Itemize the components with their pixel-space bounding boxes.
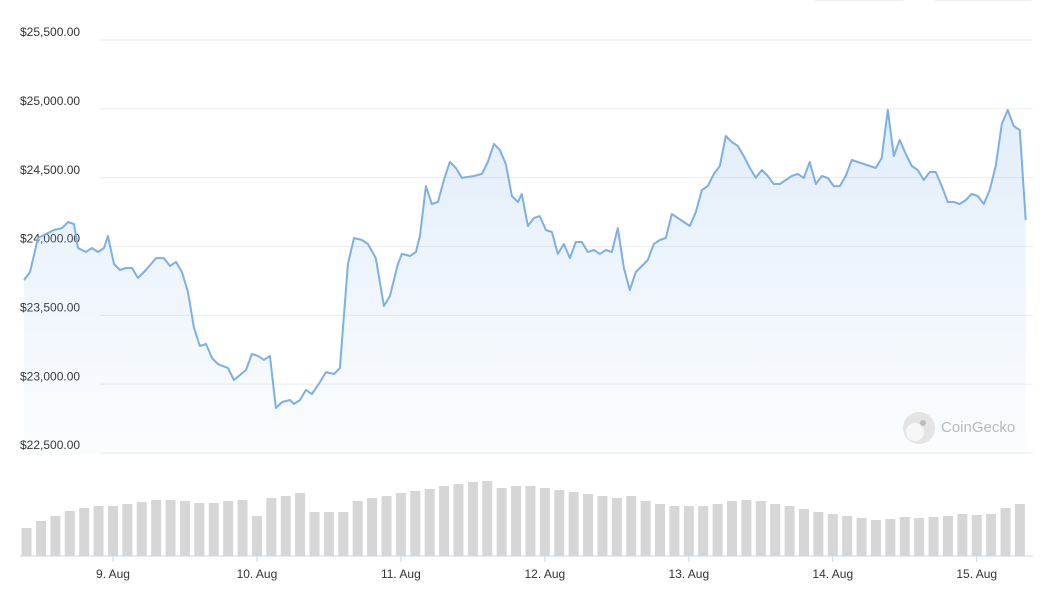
volume-bar [1014, 504, 1025, 556]
volume-bar [856, 518, 867, 556]
volume-bar [784, 506, 795, 556]
volume-bar [323, 512, 334, 556]
volume-bar [352, 501, 363, 556]
x-tick-label: 11. Aug [381, 567, 421, 581]
volume-bar [237, 500, 248, 556]
volume-bar [655, 504, 666, 556]
x-tick-label: 12. Aug [524, 567, 565, 581]
volume-bar [712, 504, 723, 556]
volume-bar [727, 501, 738, 556]
volume-bar [309, 512, 320, 556]
volume-bar [35, 521, 46, 556]
volume-bar [107, 506, 118, 556]
volume-bar [539, 488, 550, 556]
volume-bar [942, 516, 953, 556]
x-tick-label: 9. Aug [96, 567, 130, 581]
volume-bar [511, 486, 522, 556]
price-line [23, 108, 1027, 409]
volume-bar [410, 491, 421, 556]
volume-bar [424, 489, 435, 556]
volume-bar [79, 508, 90, 556]
volume-bar [280, 496, 291, 556]
volume-bar [64, 511, 75, 556]
volume-bar [179, 501, 190, 556]
x-tick-label: 10. Aug [237, 567, 278, 581]
volume-bar [367, 498, 378, 556]
y-tick-label: $25,000.00 [20, 94, 80, 108]
volume-bar [136, 502, 147, 556]
x-tick-label: 13. Aug [668, 567, 709, 581]
volume-bar [194, 503, 205, 556]
volume-bar [467, 482, 478, 556]
watermark: CoinGecko [941, 419, 1015, 436]
x-tick-label: 15. Aug [956, 567, 997, 581]
volume-bar [583, 494, 594, 556]
volume-bar [914, 518, 925, 556]
volume-bar [899, 517, 910, 556]
volume-bar [626, 496, 637, 556]
volume-bar [741, 500, 752, 556]
volume-bar [266, 498, 277, 556]
volume-bar [338, 512, 349, 556]
volume-bar [870, 520, 881, 556]
volume-bar [525, 486, 536, 556]
price-area [24, 109, 1026, 456]
volume-bar [885, 519, 896, 556]
volume-bar [453, 484, 464, 556]
volume-bar [928, 517, 939, 556]
volume-bar [165, 500, 176, 556]
volume-bar [640, 501, 651, 556]
volume-bar [496, 488, 507, 556]
volume-bar [813, 512, 824, 556]
plot: $22,500.00$23,000.00$23,500.00$24,000.00… [20, 25, 1033, 581]
volume-bar [395, 493, 406, 556]
watermark-logo [903, 412, 935, 444]
volume-bar [554, 490, 565, 556]
volume-bar [683, 506, 694, 556]
volume-bar [223, 501, 234, 556]
volume-bar [1000, 508, 1011, 556]
volume-bar [986, 514, 997, 556]
volume-bar [971, 515, 982, 556]
volume-bar [669, 506, 680, 556]
volume-bar [381, 496, 392, 556]
y-tick-label: $25,500.00 [20, 25, 80, 39]
x-tick-label: 14. Aug [812, 567, 853, 581]
volume-bar [798, 509, 809, 556]
volume-bar [770, 504, 781, 556]
volume-bar [568, 492, 579, 556]
volume-bar [208, 503, 219, 556]
volume-bar [698, 506, 709, 556]
volume-bar [21, 528, 32, 556]
volume-bar [151, 500, 162, 556]
volume-bar [482, 481, 493, 556]
volume-bar [827, 514, 838, 556]
volume-bar [611, 498, 622, 556]
volume-bar [842, 516, 853, 556]
y-tick-label: $24,500.00 [20, 163, 80, 177]
volume-bar [295, 493, 306, 556]
volume-bar [50, 516, 61, 556]
volume-bar [957, 514, 968, 556]
volume-bar [122, 504, 133, 556]
volume-bar [251, 516, 262, 556]
volume-bar [439, 486, 450, 556]
volume-bar [597, 496, 608, 556]
volume-bar [93, 506, 104, 556]
volume-bar [755, 501, 766, 556]
